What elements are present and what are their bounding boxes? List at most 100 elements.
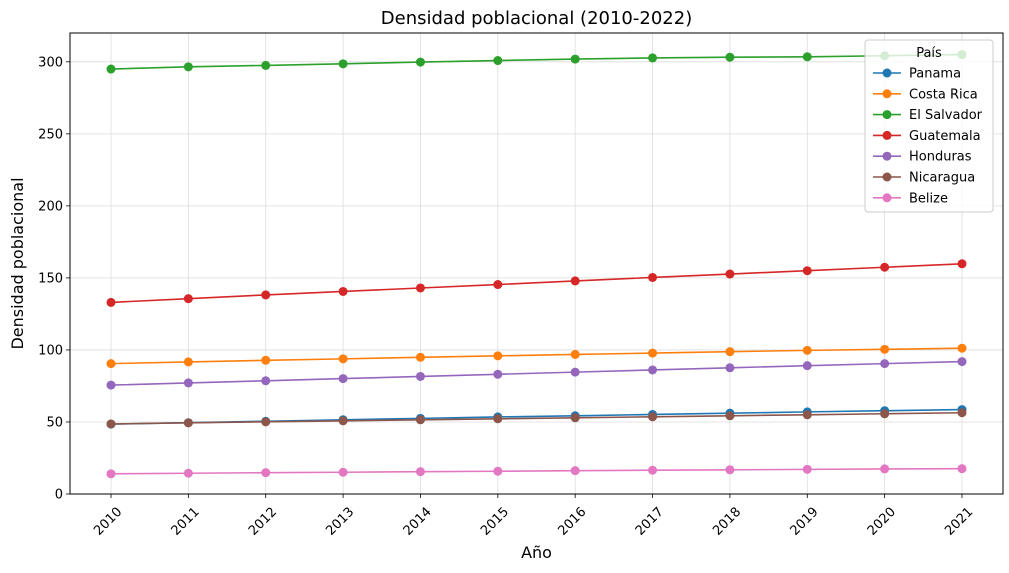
series-line-costa-rica — [110, 347, 963, 365]
legend-item-panama: Panama — [873, 67, 961, 82]
data-point-honduras — [261, 376, 271, 386]
grid-lines — [70, 33, 1003, 495]
data-point-belize — [802, 464, 812, 474]
data-point-guatemala — [880, 262, 890, 272]
data-point-guatemala — [338, 286, 348, 296]
x-tick-label: 2018 — [710, 505, 744, 539]
data-point-nicaragua — [648, 412, 658, 422]
data-point-honduras — [648, 365, 658, 375]
data-point-belize — [183, 468, 193, 478]
data-point-guatemala — [957, 259, 967, 269]
series-line-el-salvador — [110, 53, 963, 70]
data-point-guatemala — [183, 294, 193, 304]
legend-marker-belize — [882, 193, 892, 203]
series-line-honduras — [110, 360, 963, 386]
data-point-nicaragua — [415, 415, 425, 425]
data-point-honduras — [802, 361, 812, 371]
legend-label-belize: Belize — [909, 191, 948, 206]
data-point-nicaragua — [957, 408, 967, 418]
series-lines — [106, 50, 967, 479]
x-tick-label: 2014 — [401, 505, 435, 539]
legend-label-panama: Panama — [909, 67, 961, 82]
x-tick-label: 2011 — [169, 505, 203, 539]
series-costa-rica — [106, 343, 967, 369]
data-point-costa-rica — [648, 348, 658, 358]
data-point-el-salvador — [648, 53, 658, 63]
legend-marker-el-salvador — [882, 110, 892, 120]
series-guatemala — [106, 259, 967, 307]
data-point-nicaragua — [338, 416, 348, 426]
data-point-costa-rica — [880, 344, 890, 354]
data-point-belize — [415, 467, 425, 477]
data-point-costa-rica — [493, 351, 503, 361]
data-point-el-salvador — [570, 54, 580, 64]
data-point-honduras — [338, 374, 348, 384]
data-point-honduras — [880, 359, 890, 369]
y-tick-label: 100 — [38, 343, 63, 358]
legend-marker-panama — [882, 68, 892, 78]
y-tick-label: 300 — [38, 55, 63, 70]
y-tick-label: 200 — [38, 199, 63, 214]
data-point-el-salvador — [493, 56, 503, 66]
data-point-belize — [725, 465, 735, 475]
data-point-costa-rica — [183, 357, 193, 367]
data-point-costa-rica — [957, 343, 967, 353]
chart-title: Densidad poblacional (2010-2022) — [381, 8, 692, 29]
data-point-nicaragua — [106, 419, 116, 429]
data-point-nicaragua — [802, 410, 812, 420]
legend-marker-costa-rica — [882, 89, 892, 99]
data-point-belize — [261, 468, 271, 478]
data-point-honduras — [725, 363, 735, 373]
series-belize — [106, 464, 967, 479]
legend-marker-guatemala — [882, 130, 892, 140]
data-point-belize — [648, 465, 658, 475]
data-point-belize — [493, 466, 503, 476]
x-tick-label: 2013 — [323, 505, 357, 539]
data-point-belize — [880, 464, 890, 474]
data-point-el-salvador — [261, 60, 271, 70]
series-line-nicaragua — [110, 411, 963, 425]
data-point-el-salvador — [338, 59, 348, 69]
data-point-honduras — [183, 378, 193, 388]
series-line-guatemala — [110, 262, 963, 304]
legend-box — [864, 39, 994, 213]
data-point-costa-rica — [106, 359, 116, 369]
data-point-costa-rica — [725, 347, 735, 357]
data-point-guatemala — [493, 280, 503, 290]
data-point-honduras — [415, 371, 425, 381]
data-point-honduras — [570, 367, 580, 377]
x-tick-label: 2015 — [478, 505, 512, 539]
x-tick-label: 2021 — [942, 505, 976, 539]
axes — [69, 32, 1004, 495]
x-tick-label: 2020 — [865, 505, 899, 539]
data-point-honduras — [493, 369, 503, 379]
legend-title: País — [916, 46, 942, 61]
data-point-guatemala — [261, 290, 271, 300]
legend-marker-honduras — [882, 151, 892, 161]
data-point-honduras — [957, 357, 967, 367]
data-point-guatemala — [802, 266, 812, 276]
x-tick-label: 2016 — [555, 505, 589, 539]
x-tick-label: 2010 — [91, 505, 125, 539]
tick-labels: 2010 2011 2012 2013 2014 2015 2016 2017 2018 2019… — [38, 55, 976, 538]
data-point-nicaragua — [880, 409, 890, 419]
data-point-guatemala — [648, 272, 658, 282]
data-point-el-salvador — [802, 52, 812, 62]
series-el-salvador — [106, 50, 967, 74]
y-tick-label: 250 — [38, 127, 63, 142]
y-tick-label: 150 — [38, 271, 63, 286]
legend-label-nicaragua: Nicaragua — [909, 171, 975, 186]
data-point-nicaragua — [725, 411, 735, 421]
data-point-belize — [570, 466, 580, 476]
data-point-costa-rica — [415, 352, 425, 362]
data-point-guatemala — [570, 276, 580, 286]
data-point-nicaragua — [570, 413, 580, 423]
legend-marker-nicaragua — [882, 172, 892, 182]
data-point-guatemala — [725, 269, 735, 279]
x-axis-title: Año — [521, 543, 552, 562]
plot-frame — [69, 32, 1004, 495]
data-point-guatemala — [415, 283, 425, 293]
data-point-el-salvador — [183, 62, 193, 72]
data-point-nicaragua — [183, 418, 193, 428]
